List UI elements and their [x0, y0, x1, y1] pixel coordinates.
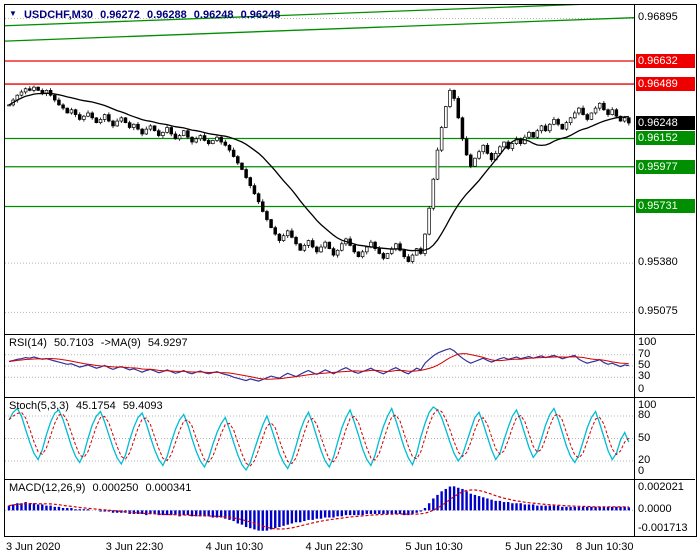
- stoch-scale-label: 0: [638, 465, 645, 477]
- bar-close-value: 0.96248: [240, 9, 281, 21]
- macd-header: MACD(12,26,9) 0.000250 0.000341: [9, 482, 195, 494]
- time-label: 4 Jun 22:30: [305, 541, 363, 553]
- time-label: 4 Jun 10:30: [205, 541, 264, 553]
- macd-signal-value: 0.000341: [145, 482, 192, 494]
- panel-divider[interactable]: [5, 479, 695, 480]
- time-label: 3 Jun 2020: [5, 541, 61, 553]
- stoch-scale-label: 100: [638, 399, 657, 411]
- resistance-level-badge: 0.96632: [636, 53, 695, 68]
- macd-scale-label: 0.002021: [638, 481, 684, 493]
- time-axis[interactable]: 3 Jun 2020 3 Jun 22:30 4 Jun 10:30 4 Jun 22…: [4, 540, 696, 558]
- support-level-badge: 0.95977: [636, 159, 695, 174]
- time-label: 8 Jun 10:30: [576, 541, 634, 553]
- stoch-header: Stoch(5,3,3) 45.1754 59.4093: [9, 400, 167, 412]
- panel-divider[interactable]: [5, 334, 695, 335]
- macd-main-value: 0.000250: [92, 482, 139, 494]
- rsi-scale-label: 70: [638, 347, 651, 360]
- rsi-scale-label: 50: [638, 359, 651, 371]
- support-level-badge: 0.96152: [636, 131, 695, 146]
- chart-frame: [4, 4, 697, 537]
- resistance-level-badge: 0.96489: [636, 77, 695, 92]
- bar-open-value: 0.96272: [100, 9, 140, 21]
- price-scale[interactable]: 0.96895 0.95380 0.95075 0.96632 0.96489 0.961…: [636, 4, 695, 537]
- rsi-scale-label: 100: [638, 336, 657, 348]
- stoch-main-value: 45.1754: [75, 400, 116, 412]
- price-grid-label: 0.95075: [638, 305, 678, 318]
- stoch-signal-value: 59.4093: [122, 400, 163, 412]
- macd-scale-label: 0.0000: [638, 503, 672, 516]
- bar-low-value: 0.96248: [193, 9, 234, 21]
- rsi-scale-label: 30: [638, 370, 651, 383]
- current-price-badge: 0.96248: [636, 115, 695, 130]
- rsi-header: RSI(14) 50.7103 ->MA(9) 54.9297: [9, 337, 192, 349]
- stoch-scale-label: 50: [638, 431, 651, 444]
- stoch-label: Stoch(5,3,3): [9, 400, 69, 412]
- price-scale-divider: [634, 4, 635, 537]
- time-label: 3 Jun 22:30: [105, 541, 164, 553]
- price-grid-label: 0.95380: [638, 256, 678, 269]
- panel-divider[interactable]: [5, 397, 695, 398]
- macd-chart[interactable]: [5, 480, 634, 536]
- support-level-badge: 0.95731: [636, 199, 695, 214]
- stoch-scale-label: 20: [638, 454, 651, 466]
- rsi-value: 50.7103: [53, 337, 94, 349]
- time-label: 5 Jun 10:30: [405, 541, 463, 553]
- rsi-label: RSI(14): [9, 337, 47, 349]
- macd-label: MACD(12,26,9): [9, 482, 86, 494]
- rsi-scale-label: 0: [638, 383, 645, 395]
- bar-high-value: 0.96288: [146, 9, 187, 21]
- price-chart[interactable]: [5, 5, 634, 334]
- rsi-ma-label: ->MA(9): [100, 337, 141, 349]
- chart-header: ▼ USDCHF,M30 0.96272 0.96288 0.96248 0.9…: [9, 9, 284, 21]
- macd-scale-label: -0.001713: [638, 522, 688, 534]
- rsi-ma-value: 54.9297: [147, 337, 188, 349]
- stoch-chart[interactable]: [5, 398, 634, 479]
- symbol-marker-icon: ▼: [9, 9, 17, 18]
- rsi-chart[interactable]: [5, 335, 634, 397]
- time-label: 5 Jun 22:30: [505, 541, 563, 553]
- stoch-scale-label: 80: [638, 409, 651, 421]
- symbol-label: USDCHF,M30: [23, 9, 94, 21]
- price-grid-label: 0.96895: [638, 11, 678, 24]
